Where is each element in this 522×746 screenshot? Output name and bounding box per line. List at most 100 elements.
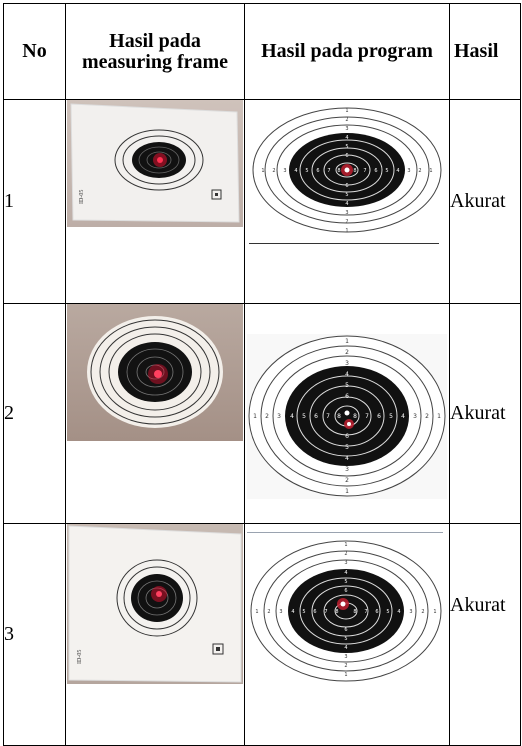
svg-text:2: 2 [345,349,349,356]
measuring-frame-cell [65,303,245,524]
row-number: 3 [3,523,66,746]
svg-text:ID-05: ID-05 [79,190,85,204]
header-row: No Hasil pada measuring frame Hasil pada… [3,3,521,100]
svg-text:6: 6 [345,393,349,400]
header-no: No [3,3,66,100]
svg-text:6: 6 [345,183,348,189]
svg-text:5: 5 [344,579,347,585]
svg-text:6: 6 [377,413,381,420]
svg-text:7: 7 [365,413,369,420]
measuring-frame-photo [67,304,243,441]
svg-text:6: 6 [345,153,348,159]
header-program: Hasil pada program [244,3,450,100]
svg-text:4: 4 [345,371,349,378]
svg-text:6: 6 [375,609,378,615]
svg-text:3: 3 [279,609,282,615]
svg-text:2: 2 [344,551,347,557]
svg-text:1: 1 [429,168,432,174]
svg-text:3: 3 [409,609,412,615]
svg-text:1: 1 [344,542,347,548]
svg-text:5: 5 [302,413,306,420]
svg-text:2: 2 [272,168,275,174]
svg-text:ID-05: ID-05 [77,650,83,664]
svg-text:1: 1 [344,672,347,678]
results-table: No Hasil pada measuring frame Hasil pada… [3,3,521,746]
measuring-frame-cell: ID-05 [65,99,245,304]
svg-text:6: 6 [344,588,347,594]
svg-text:1: 1 [261,168,264,174]
svg-text:7: 7 [364,609,367,615]
svg-text:6: 6 [374,168,377,174]
svg-text:4: 4 [397,609,400,615]
svg-text:2: 2 [345,219,348,225]
svg-text:2: 2 [345,477,349,484]
image-topline [247,532,443,533]
svg-text:8: 8 [353,413,357,420]
svg-text:4: 4 [345,201,348,207]
svg-text:5: 5 [345,192,348,198]
svg-text:4: 4 [290,413,294,420]
header-result: Hasil [449,3,521,100]
svg-text:1: 1 [253,413,257,420]
svg-text:5: 5 [389,413,393,420]
row-number: 1 [3,99,66,304]
svg-text:5: 5 [345,444,349,451]
svg-text:5: 5 [345,144,348,150]
svg-text:3: 3 [345,466,349,473]
svg-text:2: 2 [344,663,347,669]
svg-text:3: 3 [344,560,347,566]
svg-text:8: 8 [337,413,341,420]
svg-text:2: 2 [421,609,424,615]
result-cell: Akurat [449,523,521,746]
svg-text:1: 1 [345,338,349,345]
svg-text:3: 3 [345,360,349,367]
svg-text:6: 6 [316,168,319,174]
svg-text:4: 4 [344,645,347,651]
table-row: 1 ID-05 [3,99,521,304]
svg-text:4: 4 [291,609,294,615]
svg-text:1: 1 [345,488,349,495]
header-measuring-frame: Hasil pada measuring frame [65,3,245,100]
svg-text:4: 4 [294,168,297,174]
result-cell: Akurat [449,303,521,524]
table-row: 3 ID-05 [3,523,521,746]
svg-text:4: 4 [344,570,347,576]
svg-text:8: 8 [353,168,356,174]
svg-text:5: 5 [385,168,388,174]
svg-text:2: 2 [425,413,429,420]
svg-text:5: 5 [302,609,305,615]
svg-text:5: 5 [344,636,347,642]
row-number: 2 [3,303,66,524]
svg-text:4: 4 [401,413,405,420]
svg-text:8: 8 [335,609,338,615]
svg-text:2: 2 [345,117,348,123]
svg-text:4: 4 [345,455,349,462]
measuring-frame-cell: ID-05 [65,523,245,746]
result-cell: Akurat [449,99,521,304]
svg-text:1: 1 [345,108,348,114]
table-row: 2 [3,303,521,524]
svg-text:2: 2 [267,609,270,615]
image-underline [249,243,439,244]
svg-text:3: 3 [407,168,410,174]
svg-text:1: 1 [345,228,348,234]
svg-text:3: 3 [345,126,348,132]
svg-text:8: 8 [337,168,340,174]
svg-text:6: 6 [314,413,318,420]
svg-text:1: 1 [255,609,258,615]
svg-text:5: 5 [305,168,308,174]
svg-text:3: 3 [413,413,417,420]
svg-text:7: 7 [326,413,330,420]
svg-text:2: 2 [265,413,269,420]
svg-text:8: 8 [353,609,356,615]
svg-text:6: 6 [313,609,316,615]
svg-text:6: 6 [344,627,347,633]
svg-text:6: 6 [345,433,349,440]
svg-text:2: 2 [418,168,421,174]
